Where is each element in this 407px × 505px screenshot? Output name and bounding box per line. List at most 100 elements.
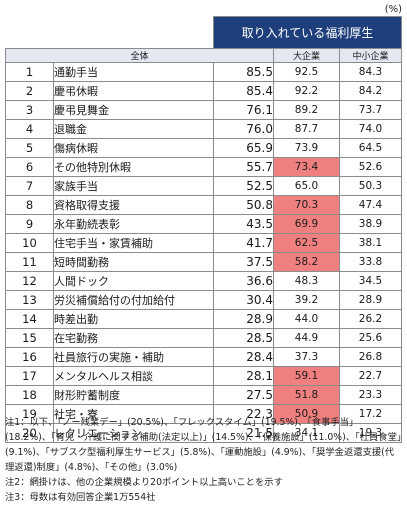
value-large-company: 44.0 — [273, 309, 340, 329]
value-small-company: 73.7 — [339, 100, 402, 120]
value-small-company: 26.2 — [339, 309, 402, 329]
row-label: 財形貯蓄制度 — [53, 385, 214, 405]
header-all: 全体 — [5, 48, 274, 63]
value-small-company: 84.2 — [339, 81, 402, 101]
table-row: 20 レクリエーション 21.5 34.1 19.3 — [5, 423, 402, 443]
row-number: 2 — [5, 81, 54, 101]
row-label: 住宅手当・家賃補助 — [53, 233, 214, 253]
row-number: 3 — [5, 100, 54, 120]
value-all: 85.5 — [213, 62, 274, 82]
row-number: 12 — [5, 271, 54, 291]
value-small-company: 23.3 — [339, 385, 402, 405]
value-small-company: 34.5 — [339, 271, 402, 291]
note-2: 注2：網掛けは、他の企業規模より20ポイント以上高いことを示す — [5, 477, 283, 488]
blank-corner — [5, 16, 214, 49]
header-large-company: 大企業 — [273, 48, 340, 63]
row-number: 6 — [5, 157, 54, 177]
table-body: 1 通勤手当 85.5 92.5 84.3 2 慶弔休暇 85.4 92.2 84.2 3 慶弔見舞金… — [5, 62, 402, 443]
row-number: 11 — [5, 252, 54, 272]
row-label: 永年勤続表彰 — [53, 214, 214, 234]
value-large-company: 39.2 — [273, 290, 340, 310]
value-large-company: 69.9 — [273, 214, 340, 234]
table-row: 3 慶弔見舞金 76.1 89.2 73.7 — [5, 100, 402, 120]
value-all: 85.4 — [213, 81, 274, 101]
row-label: 時差出勤 — [53, 309, 214, 329]
row-label: 慶弔休暇 — [53, 81, 214, 101]
table-row: 8 資格取得支援 50.8 70.3 47.4 — [5, 195, 402, 215]
value-large-company: 62.5 — [273, 233, 340, 253]
value-large-company: 73.4 — [273, 157, 340, 177]
table-row: 15 在宅勤務 28.5 44.9 25.6 — [5, 328, 402, 348]
value-all: 76.0 — [213, 119, 274, 139]
value-small-company: 33.8 — [339, 252, 402, 272]
value-all: 28.9 — [213, 309, 274, 329]
row-number: 14 — [5, 309, 54, 329]
value-large-company: 70.3 — [273, 195, 340, 215]
value-all: 28.1 — [213, 366, 274, 386]
value-large-company: 92.5 — [273, 62, 340, 82]
row-number: 8 — [5, 195, 54, 215]
value-large-company: 65.0 — [273, 176, 340, 196]
row-label: 短時間勤務 — [53, 252, 214, 272]
row-label: 労災補償給付の付加給付 — [53, 290, 214, 310]
table-row: 10 住宅手当・家賃補助 41.7 62.5 38.1 — [5, 233, 402, 253]
row-number: 9 — [5, 214, 54, 234]
value-large-company: 37.3 — [273, 347, 340, 367]
value-large-company: 89.2 — [273, 100, 340, 120]
row-number: 13 — [5, 290, 54, 310]
row-label: 人間ドック — [53, 271, 214, 291]
row-number: 5 — [5, 138, 54, 158]
row-label: その他特別休暇 — [53, 157, 214, 177]
value-all: 41.7 — [213, 233, 274, 253]
value-all: 76.1 — [213, 100, 274, 120]
value-large-company: 59.1 — [273, 366, 340, 386]
row-label: 退職金 — [53, 119, 214, 139]
value-small-company: 25.6 — [339, 328, 402, 348]
row-number: 15 — [5, 328, 54, 348]
value-all: 30.4 — [213, 290, 274, 310]
table-row: 14 時差出勤 28.9 44.0 26.2 — [5, 309, 402, 329]
row-number: 20 — [5, 423, 54, 443]
value-small-company: 64.5 — [339, 138, 402, 158]
row-label: 在宅勤務 — [53, 328, 214, 348]
row-number: 17 — [5, 366, 54, 386]
value-all: 28.4 — [213, 347, 274, 367]
value-small-company: 19.3 — [339, 423, 402, 443]
value-large-company: 48.3 — [273, 271, 340, 291]
value-all: 43.5 — [213, 214, 274, 234]
row-number: 4 — [5, 119, 54, 139]
value-small-company: 22.7 — [339, 366, 402, 386]
unit-label: (%) — [384, 4, 402, 15]
value-large-company: 58.2 — [273, 252, 340, 272]
value-small-company: 47.4 — [339, 195, 402, 215]
table-row: 17 メンタルヘルス相談 28.1 59.1 22.7 — [5, 366, 402, 386]
value-all: 21.5 — [213, 423, 274, 443]
row-label: 家族手当 — [53, 176, 214, 196]
value-small-company: 38.1 — [339, 233, 402, 253]
value-large-company: 73.9 — [273, 138, 340, 158]
table-row: 9 永年勤続表彰 43.5 69.9 38.9 — [5, 214, 402, 234]
value-small-company: 52.6 — [339, 157, 402, 177]
row-label: 慶弔見舞金 — [53, 100, 214, 120]
note-3: 注3：母数は有効回答企業1万554社 — [5, 492, 156, 503]
header-small-company: 中小企業 — [339, 48, 402, 63]
value-all: 52.5 — [213, 176, 274, 196]
value-small-company: 26.8 — [339, 347, 402, 367]
table-row: 7 家族手当 52.5 65.0 50.3 — [5, 176, 402, 196]
row-label: 傷病休暇 — [53, 138, 214, 158]
value-large-company: 92.2 — [273, 81, 340, 101]
row-number: 7 — [5, 176, 54, 196]
benefits-table: 取り入れている福利厚生 全体 大企業 中小企業 1 通勤手当 85.5 92.5 84.… — [5, 16, 402, 443]
value-all: 28.5 — [213, 328, 274, 348]
value-large-company: 87.7 — [273, 119, 340, 139]
value-all: 36.6 — [213, 271, 274, 291]
value-all: 27.5 — [213, 385, 274, 405]
table-title: 取り入れている福利厚生 — [213, 16, 402, 49]
table-row: 12 人間ドック 36.6 48.3 34.5 — [5, 271, 402, 291]
value-small-company: 50.3 — [339, 176, 402, 196]
row-label: メンタルヘルス相談 — [53, 366, 214, 386]
table-row: 6 その他特別休暇 55.7 73.4 52.6 — [5, 157, 402, 177]
value-large-company: 51.8 — [273, 385, 340, 405]
table-row: 18 財形貯蓄制度 27.5 51.8 23.3 — [5, 385, 402, 405]
value-all: 37.5 — [213, 252, 274, 272]
